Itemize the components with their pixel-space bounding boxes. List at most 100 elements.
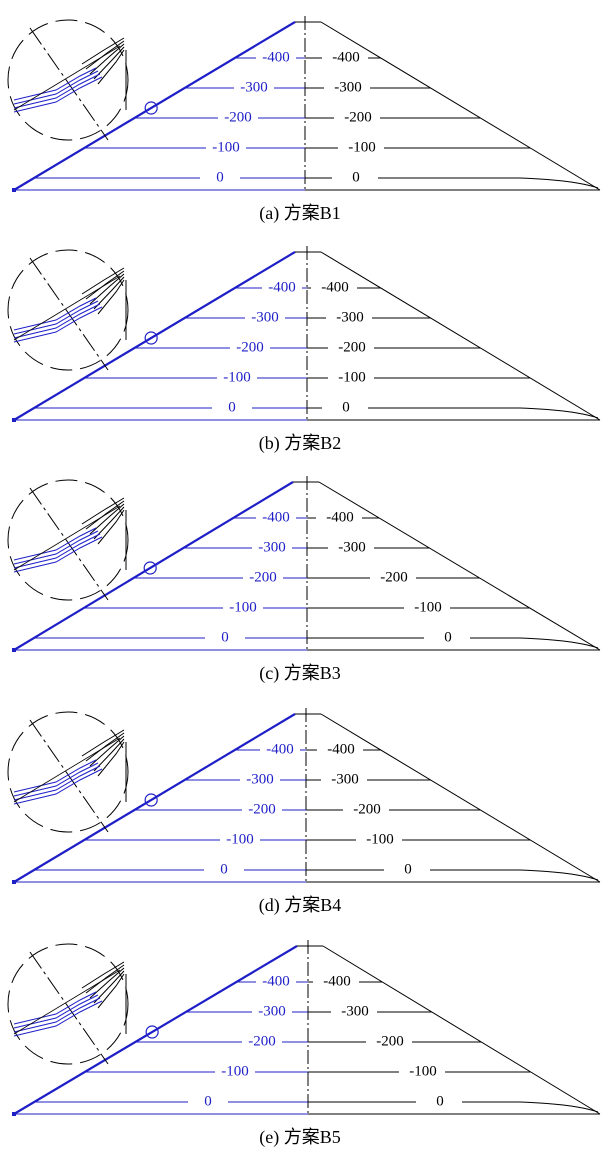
detail-black-line-0 <box>81 267 125 295</box>
detail-blue-line-2 <box>13 73 101 109</box>
contour-label-upstream: -200 <box>236 339 264 355</box>
detail-axis <box>29 257 109 371</box>
contour-label-upstream: 0 <box>204 1093 212 1109</box>
detail-circle <box>7 943 129 1065</box>
contour-label-downstream: 0 <box>352 169 360 185</box>
detail-marker <box>143 561 157 575</box>
contour-label-upstream: -300 <box>251 309 279 325</box>
upstream-slope <box>13 251 296 421</box>
detail-axis <box>29 719 109 833</box>
detail-marker <box>144 793 158 807</box>
detail-black-line-3 <box>93 970 125 1004</box>
contour-label-upstream: -400 <box>262 973 290 989</box>
detail-slope <box>13 969 121 1035</box>
contour-right-4 <box>368 407 599 419</box>
detail-black-line-0 <box>81 729 125 757</box>
detail-blue-line-3 <box>13 76 103 113</box>
contour-label-upstream: -200 <box>249 569 277 585</box>
contour-label-downstream: -100 <box>366 831 394 847</box>
detail-black-line-4 <box>97 279 125 315</box>
downstream-slope <box>318 481 601 651</box>
detail-marker <box>144 331 158 345</box>
contour-label-downstream: 0 <box>436 1093 444 1109</box>
detail-black-line-3 <box>93 738 125 772</box>
contour-label-upstream: -300 <box>240 79 268 95</box>
contour-label-downstream: -200 <box>344 109 372 125</box>
contour-label-upstream: -400 <box>268 279 296 295</box>
base-marker <box>12 880 16 884</box>
detail-circle <box>7 711 129 833</box>
contour-label-downstream: -100 <box>338 369 366 385</box>
detail-slope <box>13 737 121 803</box>
detail-blue-line-1 <box>13 70 99 105</box>
base-marker <box>12 418 16 422</box>
detail-black-line-2 <box>89 967 125 999</box>
contour-label-upstream: -100 <box>226 831 254 847</box>
contour-label-upstream: -300 <box>246 771 274 787</box>
upstream-slope <box>13 945 298 1115</box>
base-marker <box>12 188 16 192</box>
detail-black-line-2 <box>89 273 125 305</box>
contour-label-upstream: 0 <box>221 629 229 645</box>
contour-label-downstream: -200 <box>353 801 381 817</box>
detail-black-line-2 <box>89 43 125 75</box>
detail-black-line-3 <box>93 506 125 540</box>
detail-blue-line-0 <box>13 759 97 793</box>
contour-label-downstream: -400 <box>323 973 351 989</box>
detail-blue-line-3 <box>13 536 103 573</box>
detail-slope <box>13 275 121 341</box>
detail-black-line-1 <box>85 40 125 70</box>
detail-slope <box>13 505 121 571</box>
contour-label-upstream: -300 <box>258 539 286 555</box>
contour-label-downstream: -300 <box>334 79 362 95</box>
detail-zoom <box>7 711 129 833</box>
contour-label-upstream: -100 <box>221 1063 249 1079</box>
detail-blue-line-0 <box>13 991 97 1025</box>
contour-label-downstream: -200 <box>338 339 366 355</box>
detail-blue-line-1 <box>13 762 99 797</box>
detail-black-line-4 <box>97 509 125 545</box>
detail-blue-line-0 <box>13 297 97 331</box>
detail-black-line-1 <box>85 270 125 300</box>
detail-blue-line-2 <box>13 303 101 339</box>
detail-blue-line-3 <box>13 768 103 805</box>
contour-label-upstream: 0 <box>216 169 224 185</box>
detail-black-line-1 <box>85 500 125 530</box>
detail-black-line-2 <box>89 503 125 535</box>
contour-label-upstream: -300 <box>258 1003 286 1019</box>
panel-caption: (d) 方案B4 <box>259 895 342 916</box>
detail-blue-line-0 <box>13 527 97 561</box>
detail-black-line-0 <box>81 497 125 525</box>
contour-label-downstream: -300 <box>331 771 359 787</box>
panel-caption: (a) 方案B1 <box>259 203 340 224</box>
contour-label-downstream: -400 <box>327 741 355 757</box>
contour-label-upstream: -100 <box>212 139 240 155</box>
contour-label-downstream: -100 <box>409 1063 437 1079</box>
upstream-slope <box>13 21 296 191</box>
detail-blue-line-1 <box>13 994 99 1029</box>
detail-black-line-4 <box>97 741 125 777</box>
detail-circle <box>7 19 129 141</box>
detail-axis <box>29 27 109 141</box>
panel-caption: (c) 方案B3 <box>259 663 340 684</box>
detail-blue-line-1 <box>13 300 99 335</box>
contour-label-downstream: -400 <box>326 509 354 525</box>
detail-black-line-3 <box>93 276 125 310</box>
contour-right-4 <box>430 869 599 881</box>
panel-caption: (b) 方案B2 <box>259 433 342 454</box>
panel-1: -400 -400 -300 -300 -200 -200 -100 -100 0 0 <box>7 246 601 422</box>
detail-black-line-1 <box>85 964 125 994</box>
detail-blue-line-0 <box>13 67 97 101</box>
upstream-slope <box>13 713 296 883</box>
contour-label-upstream: 0 <box>228 399 236 415</box>
detail-circle <box>7 479 129 601</box>
contour-label-upstream: -400 <box>262 509 290 525</box>
detail-black-line-0 <box>81 37 125 65</box>
detail-black-line-2 <box>89 735 125 767</box>
detail-zoom <box>7 19 129 141</box>
contour-label-downstream: -100 <box>348 139 376 155</box>
contour-label-upstream: 0 <box>220 861 228 877</box>
detail-blue-line-3 <box>13 306 103 343</box>
contour-label-downstream: -300 <box>338 539 366 555</box>
